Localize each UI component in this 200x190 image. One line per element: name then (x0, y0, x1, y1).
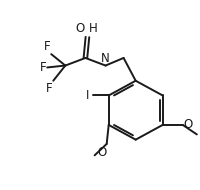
Text: F: F (45, 82, 52, 95)
Text: H: H (88, 22, 97, 35)
Text: F: F (39, 61, 46, 74)
Text: O: O (183, 118, 192, 131)
Text: N: N (101, 52, 109, 65)
Text: O: O (75, 22, 84, 35)
Text: I: I (86, 89, 89, 102)
Text: O: O (97, 146, 106, 159)
Text: F: F (43, 40, 50, 53)
